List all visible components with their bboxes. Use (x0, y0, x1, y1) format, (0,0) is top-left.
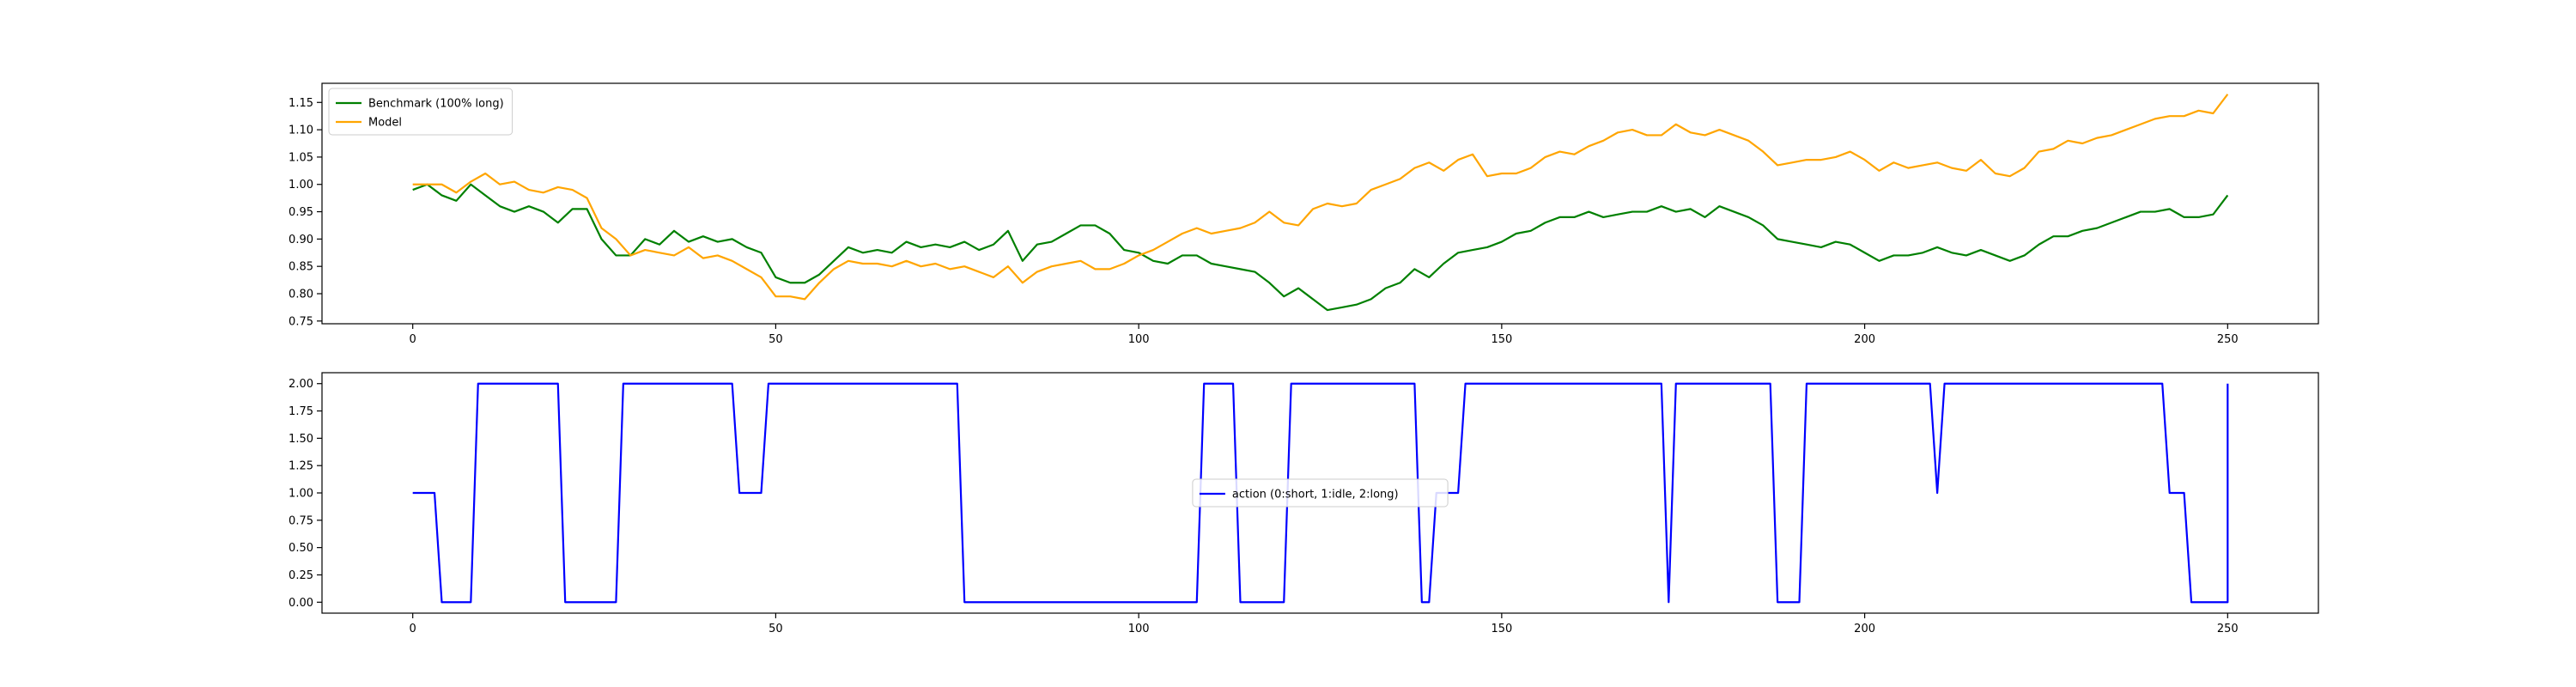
y-tick-label-0-8: 1.15 (289, 97, 313, 110)
x-tick-label-1-3: 150 (1491, 623, 1512, 635)
legend-1: action (0:short, 1:idle, 2:long) (1192, 478, 1449, 508)
x-tick-label-1-1: 50 (769, 623, 783, 635)
y-tick-label-1-5: 1.25 (289, 460, 313, 473)
x-tick-label-0-0: 0 (410, 333, 416, 346)
legend-label-0-1: Model (368, 117, 402, 130)
axes-frame-0 (321, 82, 2319, 325)
y-tick-label-1-8: 2.00 (289, 378, 313, 391)
y-tick-label-1-7: 1.75 (289, 405, 313, 418)
y-tick-label-0-5: 1.00 (289, 179, 313, 192)
x-tick-label-1-0: 0 (410, 623, 416, 635)
x-tick-label-1-4: 200 (1854, 623, 1875, 635)
series-line-0-0 (412, 183, 2229, 312)
x-tick-label-0-3: 150 (1491, 333, 1512, 346)
x-tick-label-1-2: 100 (1128, 623, 1150, 635)
y-tick-label-1-0: 0.00 (289, 597, 313, 610)
y-tick-label-0-2: 0.85 (289, 261, 313, 274)
y-tick-label-1-2: 0.50 (289, 542, 313, 555)
y-tick-label-0-3: 0.90 (289, 234, 313, 246)
x-tick-label-0-1: 50 (769, 333, 783, 346)
y-tick-label-1-3: 0.75 (289, 514, 313, 527)
y-tick-label-0-4: 0.95 (289, 206, 313, 219)
series-line-1-0 (412, 382, 2229, 604)
x-tick-label-1-5: 250 (2217, 623, 2239, 635)
y-tick-label-0-1: 0.80 (289, 289, 313, 301)
legend-label-0-0: Benchmark (100% long) (368, 98, 504, 111)
bottom-axes-action: 0 50 100 150 200 250 0.00 0.25 0.50 0.75 1.00 1.25 1… (289, 372, 2319, 635)
y-tick-label-1-6: 1.50 (289, 433, 313, 446)
y-tick-label-1-4: 1.00 (289, 488, 313, 501)
y-tick-label-0-6: 1.05 (289, 151, 313, 164)
y-tick-label-1-1: 0.25 (289, 569, 313, 582)
x-tick-label-0-4: 200 (1854, 333, 1875, 346)
x-tick-label-0-5: 250 (2217, 333, 2239, 346)
legend-label-1-0: action (0:short, 1:idle, 2:long) (1232, 489, 1399, 502)
series-line-0-1 (412, 94, 2229, 301)
legend-0: Benchmark (100% long) Model (328, 88, 513, 136)
y-tick-label-0-0: 0.75 (289, 315, 313, 328)
x-tick-label-0-2: 100 (1128, 333, 1150, 346)
y-tick-label-0-7: 1.10 (289, 125, 313, 137)
top-axes-benchmark-vs-model: 0 50 100 150 200 250 0.75 0.80 0.85 0.90 0.95 1.00 1… (289, 82, 2319, 346)
